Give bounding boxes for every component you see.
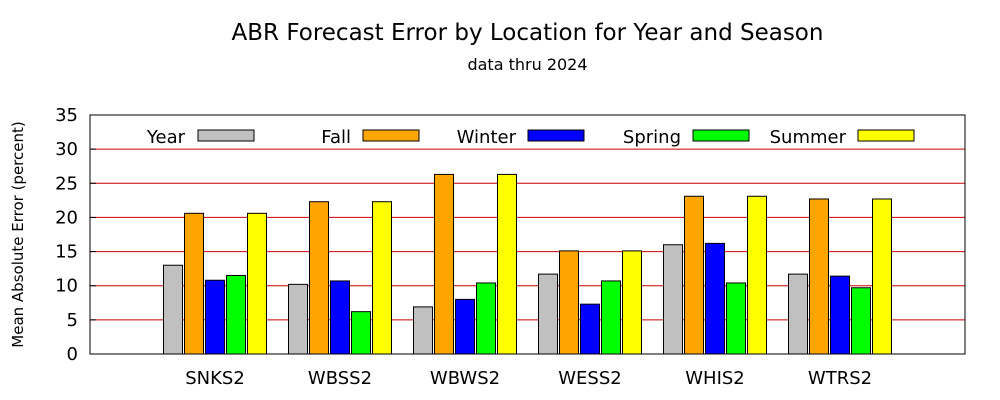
legend-label-spring: Spring	[623, 127, 681, 148]
chart-subtitle: data thru 2024	[467, 55, 588, 74]
legend-swatch-fall	[362, 129, 420, 142]
bar-wtrs2-winter	[830, 275, 850, 355]
legend-label-fall: Fall	[321, 127, 351, 148]
plot-frame	[89, 114, 966, 355]
bar-wbws2-fall	[434, 173, 454, 355]
bar-wbws2-spring	[476, 282, 496, 355]
bar-snks2-spring	[226, 274, 246, 355]
legend-swatch-spring	[692, 129, 750, 142]
legend-swatch-winter	[527, 129, 585, 142]
x-tick-label: WBSS2	[308, 368, 372, 389]
x-tick-label: WESS2	[558, 368, 621, 389]
bar-snks2-summer	[247, 212, 267, 355]
bar-whis2-summer	[747, 195, 767, 355]
bar-wtrs2-fall	[809, 198, 829, 355]
legend-label-winter: Winter	[457, 127, 517, 148]
y-tick-label: 10	[55, 276, 78, 297]
y-tick-label: 25	[55, 173, 78, 194]
legend-swatch-year	[197, 129, 255, 142]
y-axis-label: Mean Absolute Error (percent)	[9, 121, 27, 347]
y-tick-label: 30	[55, 139, 78, 160]
bar-wtrs2-summer	[872, 198, 892, 355]
bar-whis2-spring	[726, 282, 746, 355]
legend-swatch-summer	[857, 129, 915, 142]
bar-wbss2-fall	[309, 201, 329, 355]
bar-wbws2-summer	[497, 173, 517, 355]
bar-snks2-year	[163, 264, 183, 355]
y-tick-label: 35	[55, 105, 78, 126]
x-tick-label: WTRS2	[808, 368, 872, 389]
x-tick-label: SNKS2	[185, 368, 245, 389]
bar-wess2-fall	[559, 250, 579, 355]
bar-whis2-winter	[705, 242, 725, 355]
y-tick-label: 5	[67, 310, 78, 331]
bar-whis2-fall	[684, 195, 704, 355]
x-tick-label: WBWS2	[430, 368, 500, 389]
bar-wbss2-spring	[351, 311, 371, 355]
bar-wess2-winter	[580, 303, 600, 355]
y-tick-label: 15	[55, 242, 78, 263]
bar-wbss2-winter	[330, 280, 350, 355]
bar-snks2-fall	[184, 212, 204, 355]
bar-wbss2-summer	[372, 201, 392, 355]
chart-title: ABR Forecast Error by Location for Year …	[231, 20, 824, 46]
bar-whis2-year	[663, 244, 683, 355]
bar-wess2-year	[538, 273, 558, 355]
bar-wess2-spring	[601, 280, 621, 355]
y-tick-label: 0	[67, 344, 78, 365]
bar-wtrs2-spring	[851, 287, 871, 355]
legend-label-summer: Summer	[770, 127, 847, 148]
legend-label-year: Year	[146, 127, 186, 148]
bar-wess2-summer	[622, 250, 642, 355]
y-tick-label: 20	[55, 207, 78, 228]
bar-wbws2-winter	[455, 298, 475, 355]
bar-wbws2-year	[413, 306, 433, 355]
bar-wbss2-year	[288, 283, 308, 355]
bar-snks2-winter	[205, 279, 225, 355]
x-tick-label: WHIS2	[685, 368, 745, 389]
bar-wtrs2-year	[788, 273, 808, 355]
